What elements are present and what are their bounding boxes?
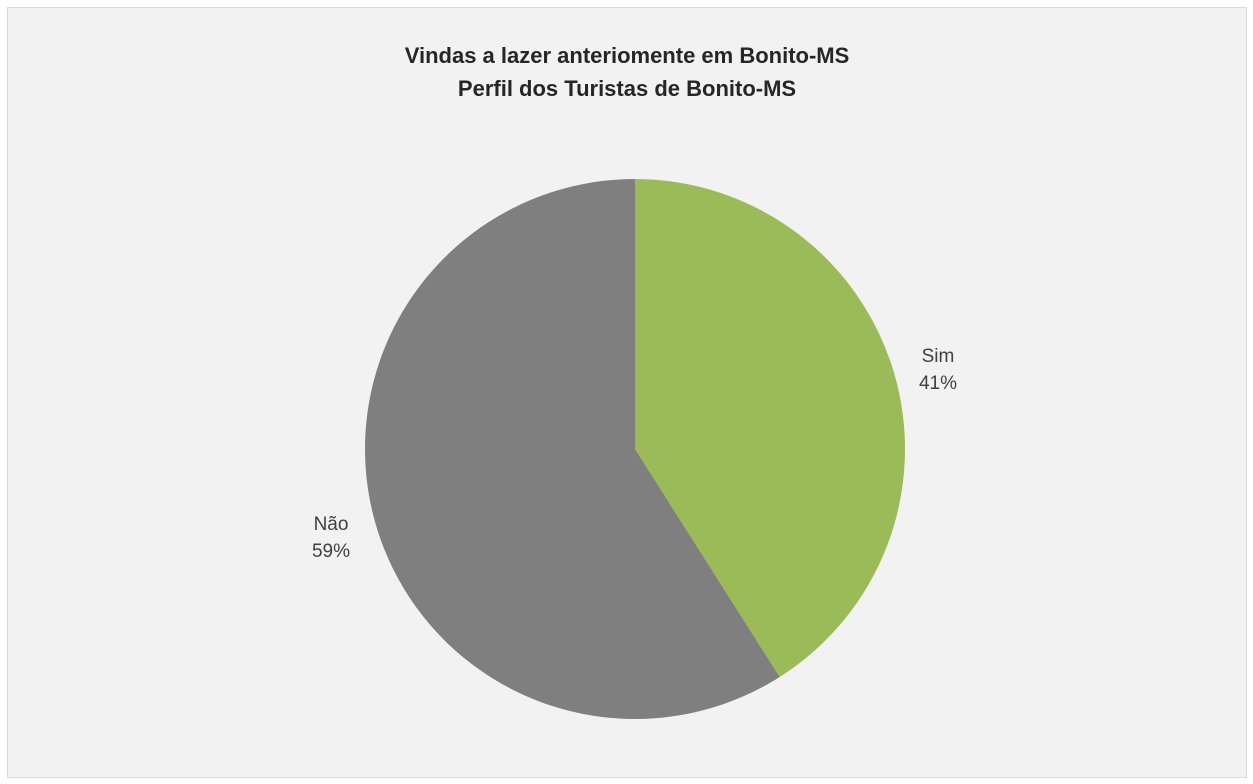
chart-area: Vindas a lazer anteriomente em Bonito-MS… [7,7,1247,778]
slice-category-label: Sim [921,346,955,367]
chart-title-line-1: Vindas a lazer anteriomente em Bonito-MS [404,43,850,68]
pie-chart [365,179,906,719]
slice-label-nao: Não 59% [312,511,350,565]
pie-slice-sim [635,179,906,677]
chart-title: Vindas a lazer anteriomente em Bonito-MS… [8,39,1246,105]
slice-value-label: 59% [311,541,351,562]
slice-category-label: Não [313,514,349,535]
chart-subtitle: Perfil dos Turistas de Bonito-MS [457,76,797,101]
pie-slices [365,179,906,719]
slice-value-label: 41% [918,373,958,394]
pie-slice-nao [365,179,780,719]
slice-label-sim: Sim 41% [919,343,957,397]
